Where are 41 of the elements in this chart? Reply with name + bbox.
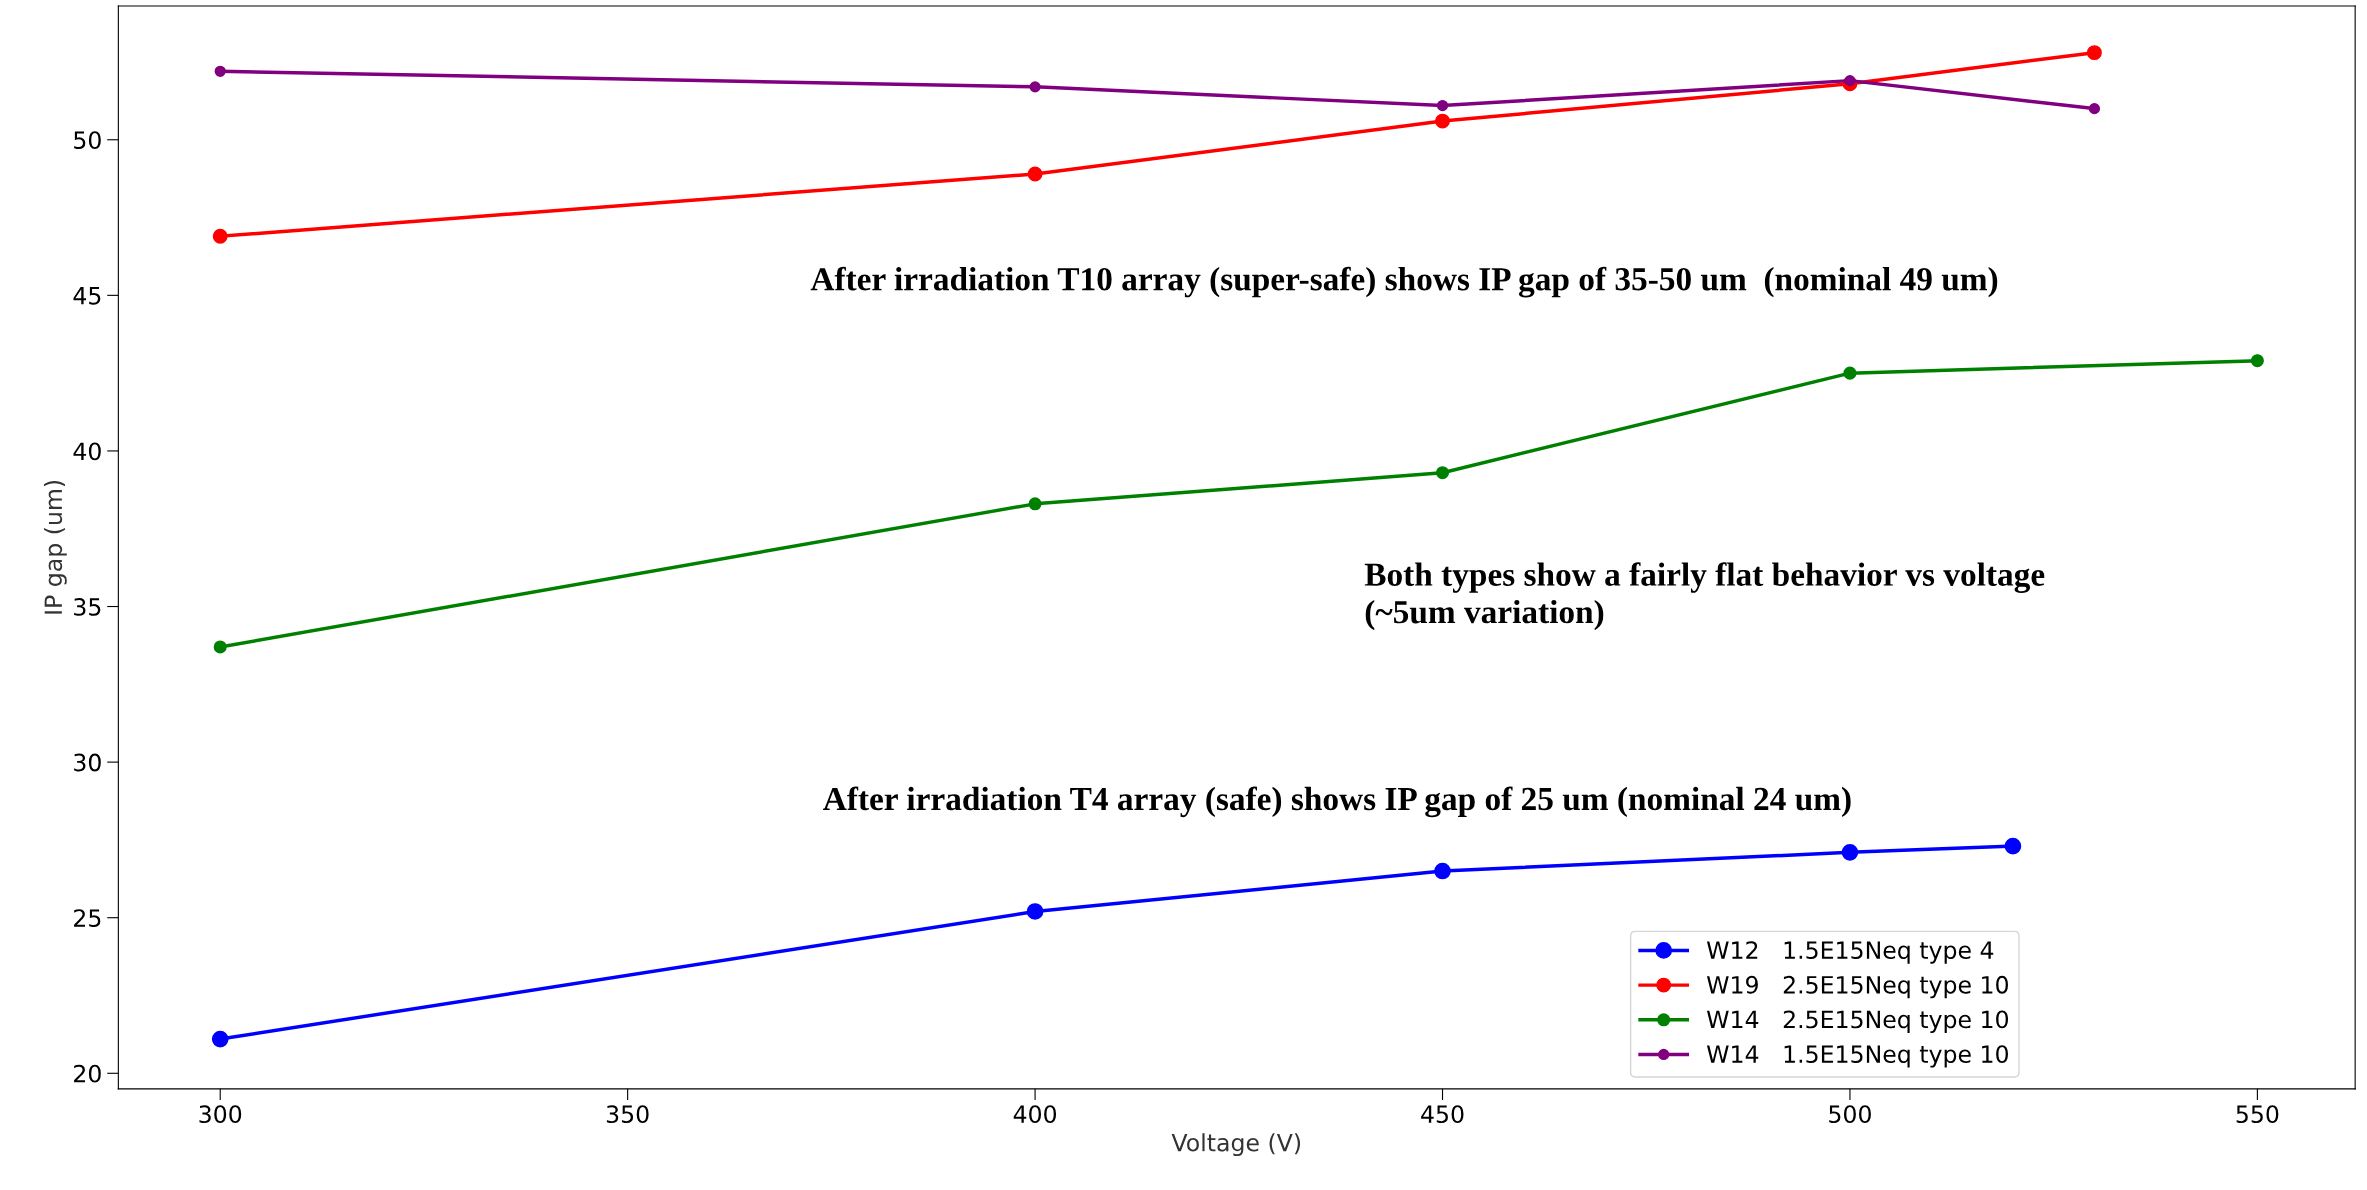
- x-tick-label: 550: [2236, 1105, 2279, 1124]
- point: [1027, 166, 1043, 182]
- point: [1436, 99, 1449, 112]
- point: [212, 228, 228, 244]
- x-tick-label: 500: [1829, 1105, 1871, 1124]
- x-tick-label: 450: [1421, 1105, 1464, 1124]
- y-tick-label: 25: [74, 909, 101, 928]
- point: [214, 65, 226, 77]
- legend-label: W12 1.5E15Neq type 4: [1706, 941, 1994, 964]
- point: [1843, 366, 1857, 380]
- point: [2004, 837, 2022, 855]
- x-tick-label: 300: [199, 1105, 242, 1124]
- point: [1028, 497, 1042, 511]
- point: [1435, 113, 1450, 129]
- x-tick-label: 400: [1013, 1105, 1057, 1124]
- y-tick-label: 30: [74, 753, 101, 772]
- point: [2086, 45, 2102, 61]
- point: [2088, 103, 2101, 115]
- y-tick-label: 40: [73, 442, 101, 461]
- annotation: After irradiation T10 array (super-safe) shows IP gap of 35-50 um (nominal 49 um): [810, 266, 1998, 298]
- point: [211, 1030, 229, 1048]
- point: [1026, 903, 1044, 920]
- legend-label: W19 2.5E15Neq type 10: [1706, 975, 2008, 999]
- x-tick-label: 350: [606, 1105, 649, 1124]
- legend-label: W14 1.5E15Neq type 10: [1706, 1045, 2008, 1068]
- point: [213, 640, 227, 654]
- y-tick-label: 45: [73, 287, 101, 305]
- annotation: After irradiation T4 array (safe) shows IP gap of 25 um (nominal 24 um): [823, 786, 1851, 818]
- legend-label: W14 2.5E15Neq type 10: [1706, 1010, 2008, 1033]
- y-tick-label: 50: [74, 131, 101, 150]
- point: [1844, 75, 1856, 87]
- point: [1434, 862, 1451, 880]
- y-tick-label: 35: [74, 597, 101, 616]
- point: [2250, 354, 2264, 368]
- annotation: Both types show a fairly flat behavior vs voltage (~5um variation): [1364, 562, 2045, 631]
- x-axis-title: Voltage (V): [1171, 1133, 1301, 1157]
- y-tick-label: 20: [74, 1064, 101, 1083]
- point: [1029, 81, 1041, 93]
- y-axis-title: IP gap (um): [43, 480, 67, 614]
- point: [1841, 844, 1859, 861]
- point: [1435, 466, 1450, 480]
